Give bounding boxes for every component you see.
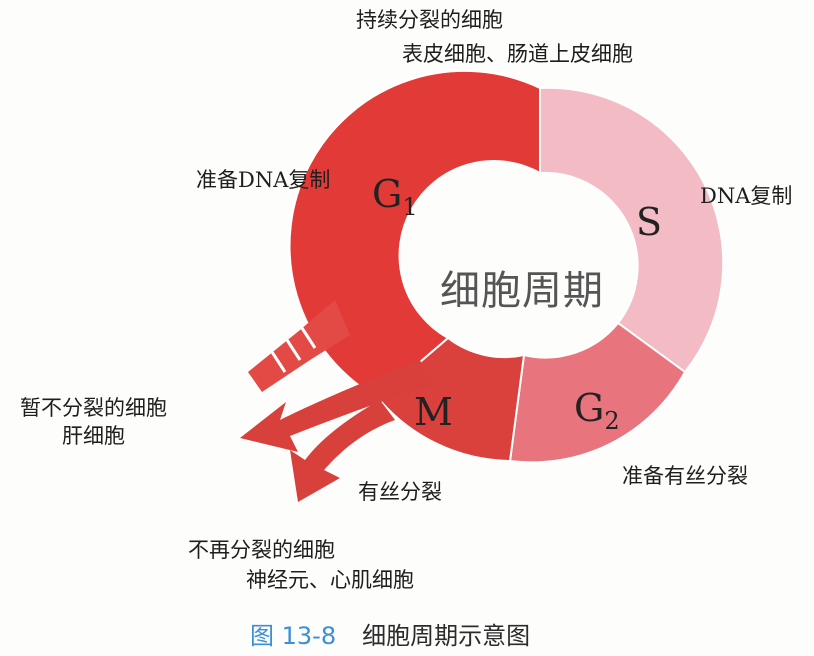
s-label: S — [636, 200, 663, 244]
m-description: 有丝分裂 — [358, 480, 442, 504]
temporary-cells-title: 暂不分裂的细胞 — [20, 396, 167, 420]
g1-exit-arrow — [298, 272, 395, 365]
g1-description: 准备DNA复制 — [196, 168, 331, 192]
permanent-cells-title: 不再分裂的细胞 — [188, 538, 335, 562]
band-stripe — [285, 339, 302, 361]
band-stripe — [300, 327, 317, 349]
temporary-cells-examples: 肝细胞 — [62, 424, 125, 448]
permanent-exit-arrow — [290, 400, 395, 502]
g2-phase-segment — [508, 321, 687, 464]
g1-label: G1 — [372, 172, 418, 221]
s-phase-segment — [539, 86, 725, 374]
figure-caption: 图 13-8 细胞周期示意图 — [250, 616, 530, 651]
permanent-cells-examples: 神经元、心肌细胞 — [246, 568, 414, 592]
figure-number: 图 13-8 — [250, 622, 337, 650]
continuous-cells-examples: 表皮细胞、肠道上皮细胞 — [402, 42, 633, 66]
figure-title: 细胞周期示意图 — [362, 622, 531, 650]
m-label: M — [414, 390, 453, 434]
s-description: DNA复制 — [700, 184, 793, 208]
cycle-title: 细胞周期 — [440, 268, 604, 314]
g2-label: G2 — [574, 386, 620, 435]
continuous-cells-title: 持续分裂的细胞 — [356, 8, 503, 32]
temporary-arrest-arrow — [240, 360, 432, 452]
band-stripe — [270, 351, 287, 373]
g2-description: 准备有丝分裂 — [622, 464, 748, 488]
g0-exit-band — [248, 300, 350, 392]
